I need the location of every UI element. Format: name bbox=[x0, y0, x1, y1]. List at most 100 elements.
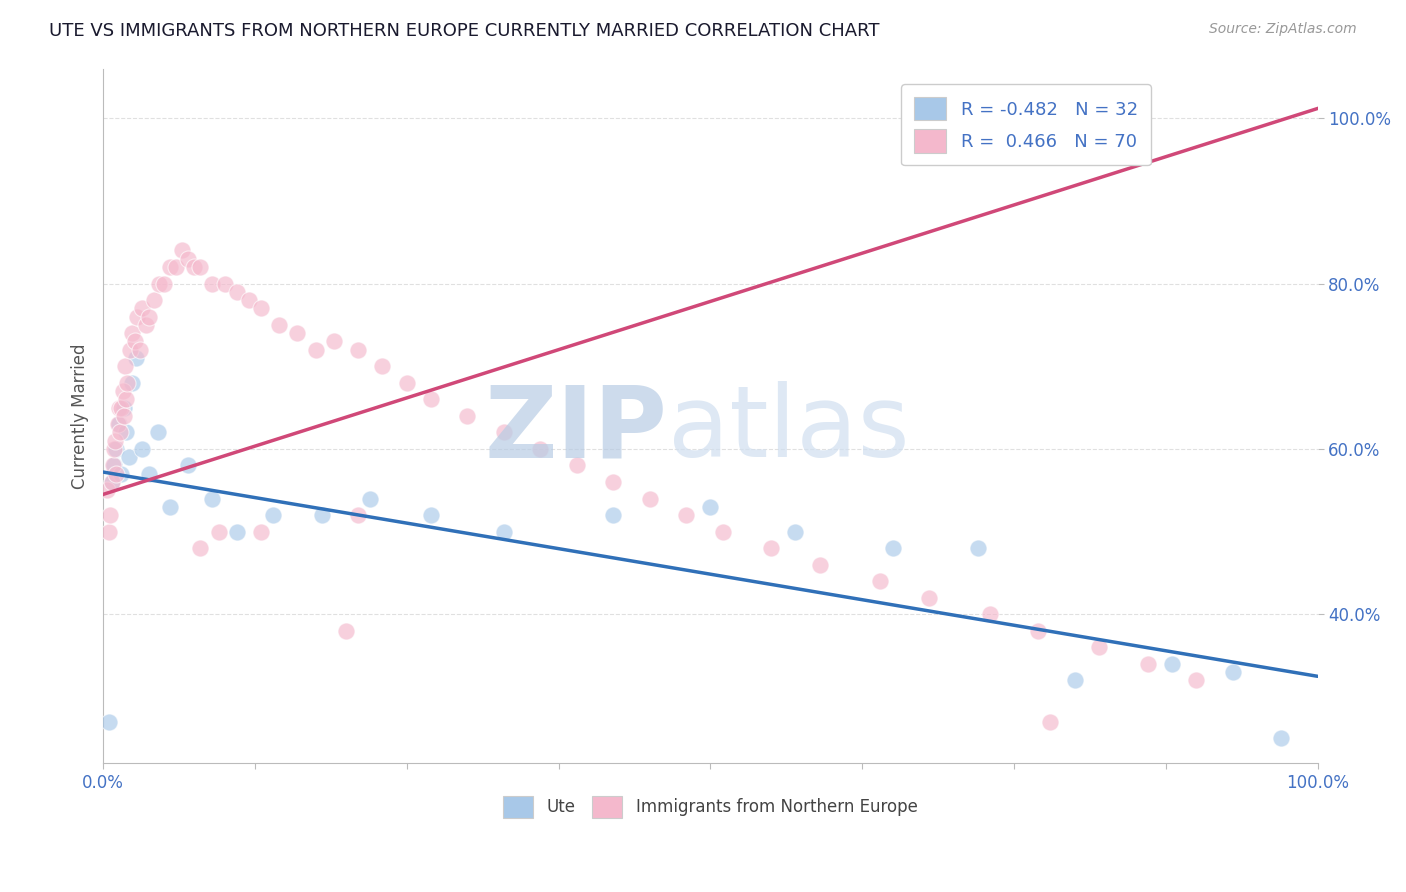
Point bbox=[250, 301, 273, 316]
Point bbox=[201, 277, 224, 291]
Point bbox=[148, 277, 170, 291]
Point bbox=[269, 318, 291, 332]
Point bbox=[177, 458, 200, 473]
Point bbox=[117, 450, 139, 465]
Point bbox=[602, 508, 624, 522]
Point bbox=[114, 359, 136, 374]
Point bbox=[347, 508, 370, 522]
Point bbox=[492, 524, 515, 539]
Point bbox=[108, 425, 131, 440]
Point bbox=[699, 500, 721, 514]
Point bbox=[118, 343, 141, 357]
Point bbox=[420, 508, 443, 522]
Point bbox=[143, 293, 166, 307]
Point bbox=[602, 475, 624, 489]
Point bbox=[311, 508, 333, 522]
Point bbox=[1026, 624, 1049, 638]
Point bbox=[165, 260, 187, 274]
Point bbox=[112, 401, 135, 415]
Point bbox=[138, 467, 160, 481]
Point bbox=[492, 425, 515, 440]
Point bbox=[124, 334, 146, 349]
Point bbox=[287, 326, 309, 340]
Point bbox=[335, 624, 357, 638]
Point bbox=[177, 252, 200, 266]
Point bbox=[869, 574, 891, 589]
Point bbox=[135, 318, 157, 332]
Point bbox=[121, 376, 143, 390]
Point bbox=[1039, 714, 1062, 729]
Point bbox=[882, 541, 904, 555]
Point bbox=[347, 343, 370, 357]
Point bbox=[1185, 673, 1208, 688]
Point bbox=[322, 334, 344, 349]
Point bbox=[675, 508, 697, 522]
Legend: Ute, Immigrants from Northern Europe: Ute, Immigrants from Northern Europe bbox=[496, 789, 924, 824]
Point bbox=[103, 458, 125, 473]
Point bbox=[1222, 665, 1244, 680]
Point bbox=[125, 351, 148, 365]
Point bbox=[1136, 657, 1159, 671]
Point bbox=[1270, 731, 1292, 746]
Point bbox=[104, 434, 127, 448]
Point bbox=[183, 260, 205, 274]
Point bbox=[108, 417, 131, 431]
Point bbox=[96, 483, 118, 498]
Point bbox=[711, 524, 734, 539]
Point bbox=[138, 310, 160, 324]
Point bbox=[420, 392, 443, 407]
Point bbox=[127, 310, 149, 324]
Point bbox=[115, 392, 138, 407]
Point bbox=[108, 401, 131, 415]
Point bbox=[638, 491, 661, 506]
Point bbox=[131, 442, 153, 456]
Point bbox=[153, 277, 176, 291]
Point bbox=[395, 376, 418, 390]
Point bbox=[529, 442, 551, 456]
Point bbox=[100, 475, 122, 489]
Point bbox=[110, 401, 132, 415]
Point bbox=[111, 384, 134, 398]
Text: atlas: atlas bbox=[668, 381, 910, 478]
Point bbox=[100, 508, 122, 522]
Point bbox=[225, 285, 247, 299]
Point bbox=[456, 409, 478, 423]
Point bbox=[262, 508, 284, 522]
Point bbox=[188, 541, 211, 555]
Point bbox=[146, 425, 169, 440]
Text: UTE VS IMMIGRANTS FROM NORTHERN EUROPE CURRENTLY MARRIED CORRELATION CHART: UTE VS IMMIGRANTS FROM NORTHERN EUROPE C… bbox=[49, 22, 880, 40]
Point bbox=[105, 442, 128, 456]
Point bbox=[785, 524, 807, 539]
Point bbox=[188, 260, 211, 274]
Text: Source: ZipAtlas.com: Source: ZipAtlas.com bbox=[1209, 22, 1357, 37]
Point bbox=[110, 467, 132, 481]
Point bbox=[238, 293, 260, 307]
Point bbox=[918, 591, 941, 605]
Point bbox=[759, 541, 782, 555]
Point bbox=[100, 475, 122, 489]
Point bbox=[359, 491, 381, 506]
Point bbox=[201, 491, 224, 506]
Point bbox=[305, 343, 328, 357]
Point bbox=[103, 442, 125, 456]
Point bbox=[250, 524, 273, 539]
Y-axis label: Currently Married: Currently Married bbox=[72, 343, 89, 489]
Point bbox=[131, 301, 153, 316]
Point bbox=[115, 425, 138, 440]
Point bbox=[117, 376, 139, 390]
Point bbox=[98, 714, 121, 729]
Point bbox=[966, 541, 988, 555]
Point bbox=[159, 500, 181, 514]
Text: ZIP: ZIP bbox=[485, 381, 668, 478]
Point bbox=[207, 524, 229, 539]
Point bbox=[107, 417, 129, 431]
Point bbox=[1160, 657, 1182, 671]
Point bbox=[225, 524, 247, 539]
Point bbox=[565, 458, 588, 473]
Point bbox=[808, 558, 831, 572]
Point bbox=[371, 359, 394, 374]
Point bbox=[159, 260, 181, 274]
Point bbox=[112, 409, 135, 423]
Point bbox=[170, 244, 193, 258]
Point bbox=[979, 607, 1001, 622]
